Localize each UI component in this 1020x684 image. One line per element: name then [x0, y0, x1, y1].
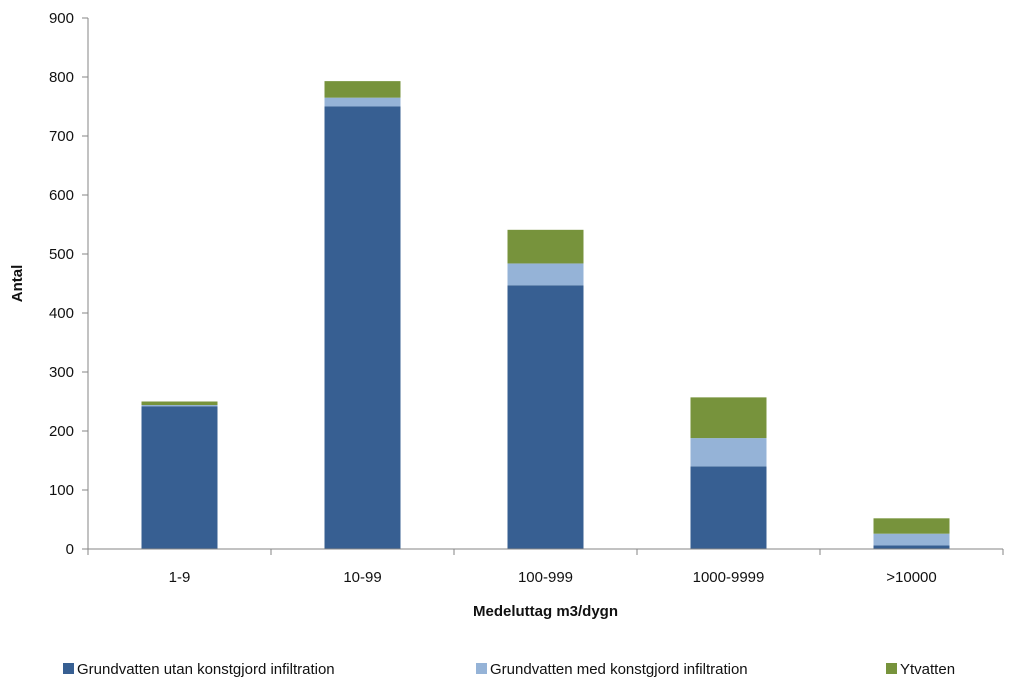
y-tick-label: 400 — [49, 305, 74, 322]
bar-segment-2 — [507, 263, 584, 286]
y-tick-label: 800 — [49, 69, 74, 86]
y-tick-label: 900 — [49, 10, 74, 27]
bar-segment-1 — [141, 406, 218, 549]
bar-segment-1 — [873, 545, 950, 549]
y-tick-label: 700 — [49, 128, 74, 145]
bar-segment-3 — [690, 397, 767, 439]
bar-segment-1 — [324, 106, 401, 549]
y-tick-label: 300 — [49, 364, 74, 381]
legend-swatch — [476, 663, 487, 674]
bar-segment-1 — [507, 285, 584, 549]
bar-segment-2 — [873, 533, 950, 546]
x-axis: 1-9 10-99 100-999 1000-9999 >10000 — [87, 548, 1004, 586]
y-axis-title: Antal — [9, 265, 26, 303]
bar-segment-2 — [141, 405, 218, 407]
bar-segment-3 — [507, 229, 584, 264]
y-tick-label: 200 — [49, 423, 74, 440]
bar-segment-1 — [690, 466, 767, 549]
legend: Grundvatten utan konstgjord infiltration… — [63, 661, 955, 678]
x-tick-label: 1000-9999 — [693, 569, 765, 586]
x-tick-label: 10-99 — [343, 569, 381, 586]
y-tick-label: 0 — [66, 541, 74, 558]
legend-swatch — [886, 663, 897, 674]
bar-segment-3 — [324, 81, 401, 98]
x-axis-title: Medeluttag m3/dygn — [473, 603, 618, 620]
legend-label: Ytvatten — [900, 661, 955, 678]
y-tick-label: 600 — [49, 187, 74, 204]
legend-label: Grundvatten utan konstgjord infiltration — [77, 661, 335, 678]
legend-swatch — [63, 663, 74, 674]
bar-segment-3 — [141, 401, 218, 406]
bar-segment-2 — [324, 97, 401, 107]
legend-label: Grundvatten med konstgjord infiltration — [490, 661, 748, 678]
bar-segment-3 — [873, 518, 950, 534]
bar-segment-2 — [690, 438, 767, 467]
bars-layer — [141, 81, 950, 549]
x-tick-label: 100-999 — [518, 569, 573, 586]
x-tick-label: 1-9 — [169, 569, 191, 586]
x-tick-label: >10000 — [886, 569, 936, 586]
y-tick-label: 500 — [49, 246, 74, 263]
y-axis: 0 100 200 300 400 500 600 700 800 900 — [49, 10, 89, 558]
y-tick-label: 100 — [49, 482, 74, 499]
